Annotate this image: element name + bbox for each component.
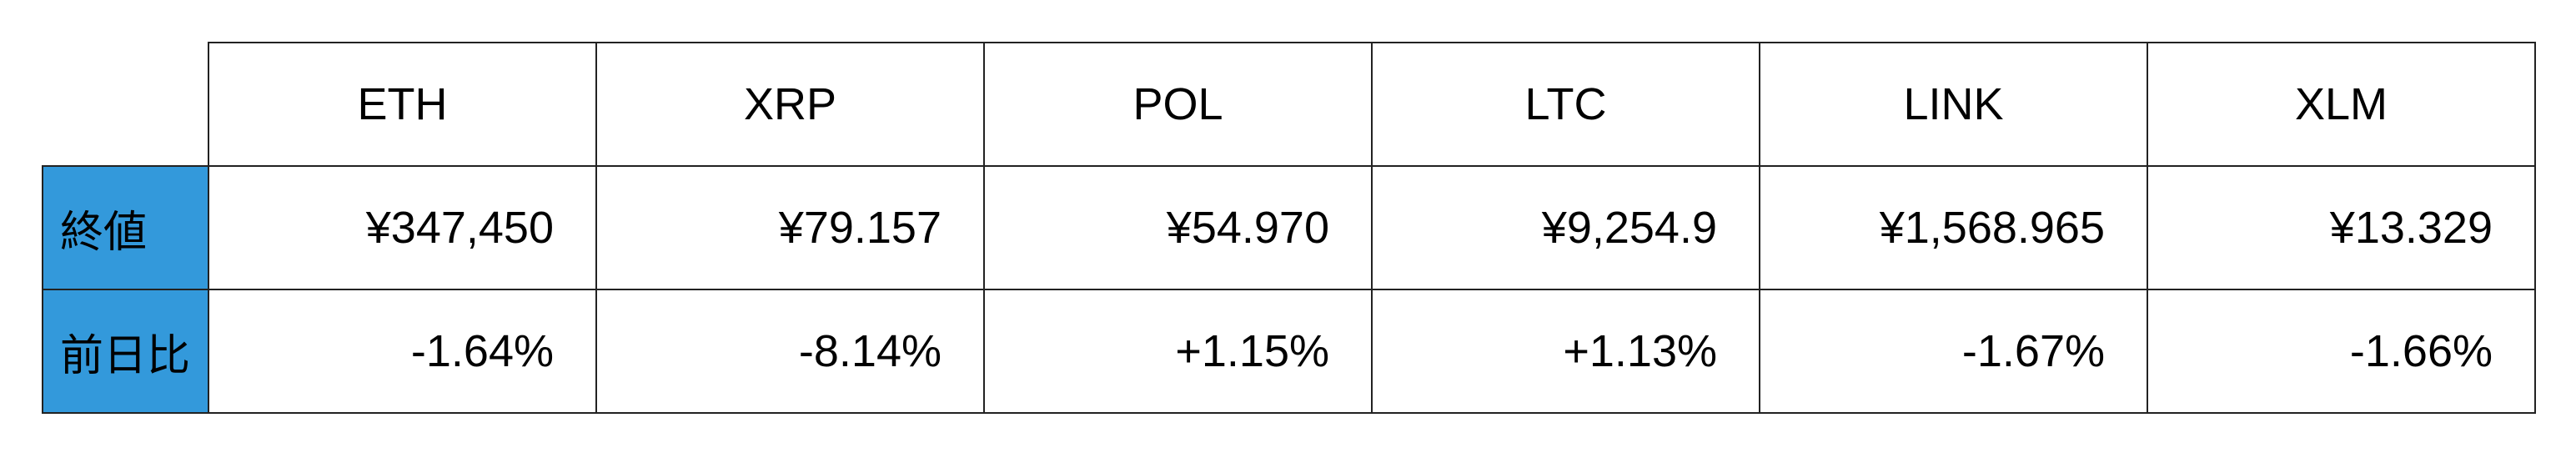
close-ltc: ¥9,254.9 xyxy=(1371,165,1760,290)
close-link: ¥1,568.965 xyxy=(1759,165,2148,290)
price-table: ETH XRP POL LTC LINK XLM 終値 ¥347,450 ¥79… xyxy=(42,42,2536,414)
close-pol: ¥54.970 xyxy=(983,165,1373,290)
row-label-close: 終値 xyxy=(42,165,209,290)
table-row-change: 前日比 -1.64% -8.14% +1.15% +1.13% -1.67% -… xyxy=(42,289,2536,414)
change-xlm: -1.66% xyxy=(2147,289,2536,414)
column-header-ltc: LTC xyxy=(1371,42,1760,167)
change-xrp: -8.14% xyxy=(595,289,985,414)
change-link: -1.67% xyxy=(1759,289,2148,414)
row-label-change: 前日比 xyxy=(42,289,209,414)
close-eth: ¥347,450 xyxy=(208,165,597,290)
column-header-xlm: XLM xyxy=(2147,42,2536,167)
change-ltc: +1.13% xyxy=(1371,289,1760,414)
column-header-link: LINK xyxy=(1759,42,2148,167)
column-header-eth: ETH xyxy=(208,42,597,167)
column-header-pol: POL xyxy=(983,42,1373,167)
table-row-close: 終値 ¥347,450 ¥79.157 ¥54.970 ¥9,254.9 ¥1,… xyxy=(42,165,2536,290)
column-header-xrp: XRP xyxy=(595,42,985,167)
header-row: ETH XRP POL LTC LINK XLM xyxy=(43,42,2536,167)
change-eth: -1.64% xyxy=(208,289,597,414)
close-xlm: ¥13.329 xyxy=(2147,165,2536,290)
close-xrp: ¥79.157 xyxy=(595,165,985,290)
corner-cell xyxy=(43,43,209,167)
change-pol: +1.15% xyxy=(983,289,1373,414)
